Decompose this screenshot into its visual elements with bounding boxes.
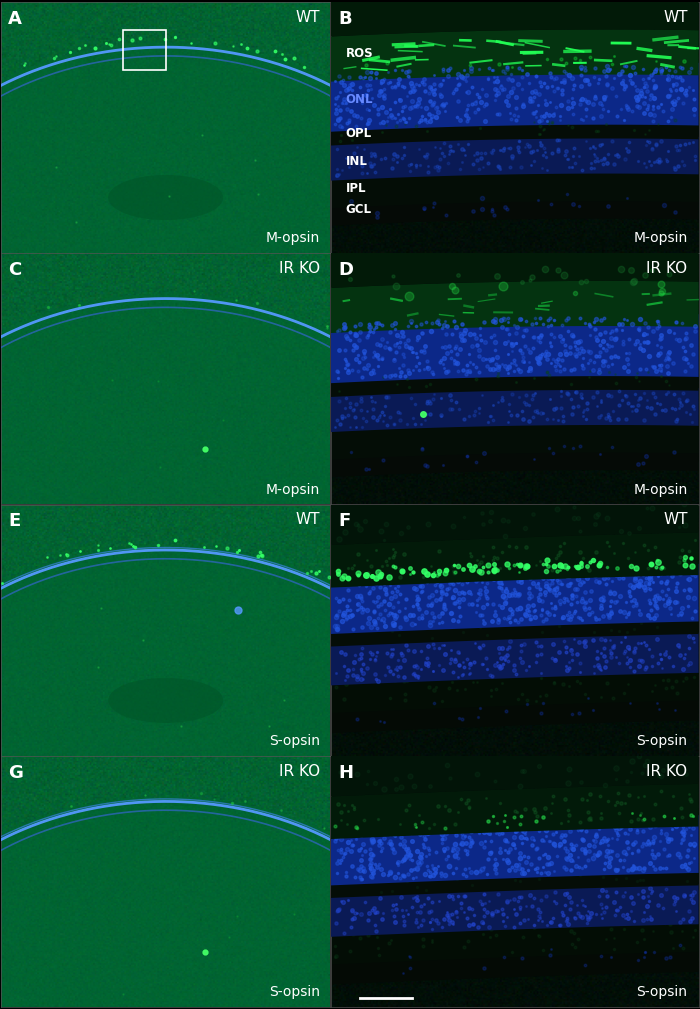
- Text: ONL: ONL: [346, 93, 373, 106]
- Text: E: E: [8, 513, 20, 531]
- Text: IR KO: IR KO: [279, 261, 320, 276]
- Text: M-opsin: M-opsin: [634, 231, 687, 245]
- Text: B: B: [338, 9, 352, 27]
- Ellipse shape: [108, 175, 223, 220]
- Polygon shape: [0, 796, 458, 1009]
- Text: M-opsin: M-opsin: [266, 482, 320, 496]
- Polygon shape: [331, 136, 699, 181]
- Text: S-opsin: S-opsin: [636, 986, 687, 1000]
- Text: S-opsin: S-opsin: [636, 734, 687, 748]
- Text: ROS: ROS: [346, 46, 373, 60]
- Polygon shape: [331, 914, 699, 965]
- Text: A: A: [8, 9, 22, 27]
- Text: G: G: [8, 764, 23, 782]
- Text: WT: WT: [663, 9, 687, 24]
- Polygon shape: [331, 163, 699, 208]
- Polygon shape: [0, 545, 458, 781]
- Polygon shape: [331, 281, 699, 333]
- Polygon shape: [331, 387, 699, 432]
- Text: S-opsin: S-opsin: [269, 734, 320, 748]
- Polygon shape: [331, 784, 699, 839]
- Text: WT: WT: [663, 513, 687, 528]
- Text: WT: WT: [295, 513, 320, 528]
- Text: M-opsin: M-opsin: [634, 482, 687, 496]
- Text: IR KO: IR KO: [646, 261, 687, 276]
- Text: WT: WT: [295, 9, 320, 24]
- Polygon shape: [331, 633, 699, 685]
- Bar: [123, 29, 166, 70]
- Polygon shape: [331, 241, 699, 288]
- Polygon shape: [331, 62, 699, 132]
- Polygon shape: [331, 613, 699, 647]
- Polygon shape: [331, 492, 699, 545]
- Text: H: H: [338, 764, 354, 782]
- Polygon shape: [331, 0, 699, 36]
- Polygon shape: [331, 116, 699, 145]
- Polygon shape: [331, 189, 699, 226]
- Text: S-opsin: S-opsin: [269, 986, 320, 1000]
- Polygon shape: [331, 815, 699, 886]
- Text: IPL: IPL: [346, 183, 366, 195]
- Polygon shape: [331, 415, 699, 460]
- Text: IR KO: IR KO: [279, 764, 320, 779]
- Polygon shape: [331, 367, 699, 397]
- Text: C: C: [8, 261, 21, 278]
- Text: F: F: [338, 513, 351, 531]
- Polygon shape: [331, 29, 699, 82]
- Polygon shape: [331, 884, 699, 936]
- Text: GCL: GCL: [346, 204, 372, 217]
- Polygon shape: [331, 866, 699, 898]
- Polygon shape: [0, 294, 458, 529]
- Text: INL: INL: [346, 154, 368, 167]
- Text: M-opsin: M-opsin: [266, 231, 320, 245]
- Polygon shape: [331, 533, 699, 587]
- Polygon shape: [331, 314, 699, 383]
- Polygon shape: [331, 663, 699, 713]
- Polygon shape: [331, 936, 699, 985]
- Polygon shape: [331, 744, 699, 796]
- Polygon shape: [331, 564, 699, 634]
- Polygon shape: [331, 440, 699, 477]
- Ellipse shape: [108, 678, 223, 723]
- Text: IR KO: IR KO: [646, 764, 687, 779]
- Polygon shape: [331, 685, 699, 733]
- Polygon shape: [0, 42, 458, 277]
- Text: D: D: [338, 261, 354, 278]
- Text: OPL: OPL: [346, 127, 372, 140]
